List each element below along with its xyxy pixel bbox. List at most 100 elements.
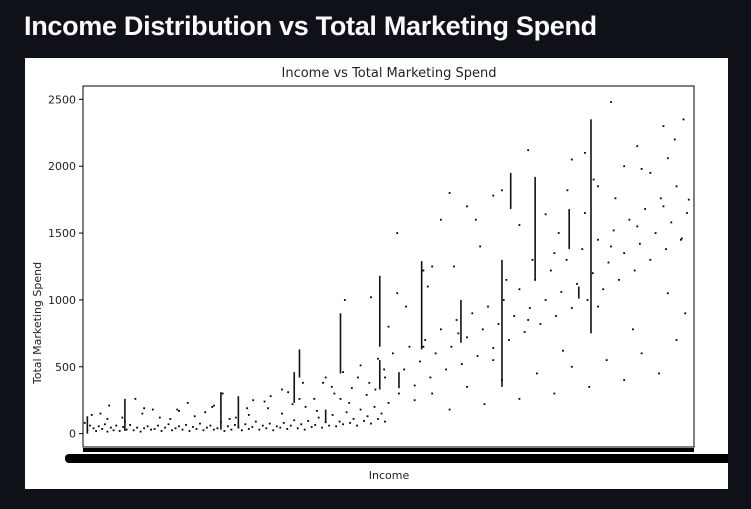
- data-point: [324, 376, 327, 379]
- data-point: [658, 372, 660, 375]
- y-tick-label: 0: [69, 428, 76, 441]
- data-point: [185, 424, 187, 426]
- data-point: [505, 278, 508, 281]
- data-point: [157, 424, 159, 427]
- data-point: [204, 411, 207, 414]
- data-point: [202, 429, 205, 432]
- data-point: [193, 415, 196, 418]
- data-point: [492, 347, 495, 349]
- data-point: [302, 381, 304, 384]
- data-point: [610, 245, 612, 248]
- data-point: [289, 424, 292, 427]
- data-point: [666, 157, 669, 160]
- data-point: [272, 429, 275, 432]
- data-point: [139, 430, 142, 433]
- data-point: [291, 403, 294, 406]
- data-point: [269, 395, 272, 398]
- data-point: [518, 224, 521, 226]
- y-axis-label: Total Marketing Spend: [31, 262, 44, 385]
- data-point: [115, 424, 118, 427]
- data-point: [267, 407, 269, 410]
- data-point: [544, 299, 547, 301]
- data-point: [434, 352, 437, 355]
- x-axis: [65, 448, 728, 463]
- data-point: [221, 392, 224, 395]
- data-point: [233, 424, 236, 426]
- data-point: [228, 418, 231, 420]
- data-point: [143, 407, 145, 410]
- page-title: Income Distribution vs Total Marketing S…: [24, 11, 597, 41]
- data-point: [101, 428, 104, 430]
- data-point: [686, 212, 688, 214]
- data-point: [118, 430, 121, 432]
- data-point: [529, 307, 531, 309]
- data-point: [146, 425, 149, 428]
- data-point: [654, 232, 657, 234]
- data-point: [134, 397, 137, 400]
- data-point: [675, 185, 678, 188]
- data-point: [419, 360, 421, 363]
- data-point: [413, 384, 416, 387]
- data-point: [591, 272, 594, 275]
- data-point: [293, 419, 296, 422]
- data-point: [602, 288, 605, 291]
- data-point: [426, 285, 429, 288]
- data-point: [466, 385, 468, 388]
- data-point: [527, 149, 530, 152]
- y-tick-label: 1500: [48, 227, 76, 240]
- data-point: [531, 258, 534, 261]
- data-point: [125, 428, 128, 431]
- data-point: [230, 428, 233, 431]
- data-point: [223, 430, 226, 432]
- data-point: [263, 400, 266, 403]
- data-point: [662, 125, 665, 128]
- data-point: [429, 376, 432, 379]
- data-point: [614, 197, 617, 200]
- data-point: [129, 424, 132, 426]
- data-point: [383, 368, 386, 371]
- data-point: [597, 238, 599, 241]
- data-point: [607, 261, 610, 264]
- data-point: [583, 151, 586, 154]
- data-point: [384, 376, 386, 379]
- data-point: [479, 245, 482, 248]
- data-point: [638, 242, 641, 245]
- data-point: [321, 426, 324, 429]
- data-point: [339, 397, 342, 400]
- data-point: [106, 430, 109, 433]
- data-point: [132, 429, 135, 432]
- chart-title: Income vs Total Marketing Spend: [282, 66, 497, 81]
- data-point: [368, 381, 371, 384]
- data-point: [623, 379, 626, 382]
- data-point: [317, 416, 320, 419]
- data-point: [527, 319, 530, 321]
- data-point: [588, 385, 591, 388]
- data-point: [234, 416, 237, 419]
- data-point: [258, 428, 261, 431]
- y-tick-label: 2000: [48, 160, 76, 173]
- data-point: [370, 422, 372, 425]
- data-point: [518, 397, 521, 400]
- data-point: [422, 269, 425, 272]
- data-point: [565, 258, 568, 261]
- data-point: [431, 265, 434, 268]
- data-point: [466, 205, 468, 208]
- x-axis-label: Income: [369, 469, 410, 482]
- data-point: [167, 423, 170, 426]
- data-point: [455, 319, 458, 321]
- data-point: [592, 178, 595, 181]
- data-point: [597, 185, 599, 188]
- data-point: [279, 426, 282, 429]
- data-point: [282, 422, 285, 424]
- data-point: [195, 428, 198, 430]
- data-point: [199, 422, 201, 425]
- data-point: [566, 189, 569, 192]
- data-point: [333, 392, 336, 395]
- data-point: [380, 412, 383, 415]
- data-point: [216, 427, 219, 430]
- data-point: [570, 307, 573, 309]
- data-point: [211, 405, 214, 408]
- data-point: [640, 167, 643, 170]
- data-point: [363, 420, 365, 422]
- data-point: [121, 416, 124, 419]
